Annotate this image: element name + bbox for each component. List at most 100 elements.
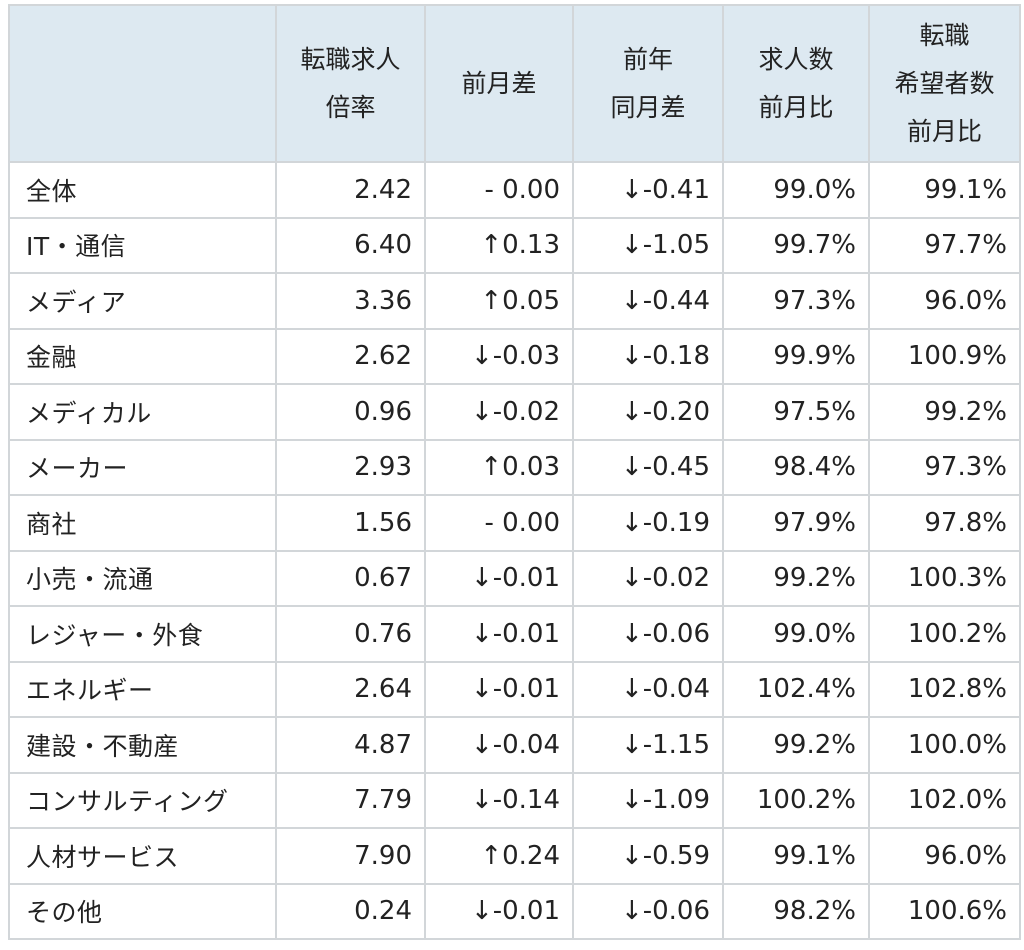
cell-seekers-mom: 100.2%: [868, 605, 1021, 663]
table-row: 金融 2.62 ↓-0.03 ↓-0.18 99.9% 100.9%: [8, 327, 1021, 385]
header-seekers-mom: 転職 希望者数 前月比: [868, 4, 1021, 163]
header-line: 前月比: [906, 116, 982, 146]
header-line: 前月差: [461, 68, 537, 98]
header-ratio: 転職求人 倍率: [275, 4, 426, 163]
cell-mom-diff: ↓-0.01: [424, 882, 574, 940]
table-row: 全体 2.42- 0.00 ↓-0.41 99.0% 99.1%: [8, 161, 1021, 219]
cell-jobs-mom: 99.1%: [722, 827, 870, 885]
cell-category: コンサルティング: [8, 771, 277, 829]
cell-ratio: 2.64: [275, 660, 426, 718]
cell-jobs-mom: 98.4%: [722, 438, 870, 496]
cell-ratio: 7.79: [275, 771, 426, 829]
cell-yoy-diff: ↓-0.59: [572, 827, 724, 885]
header-category: [8, 4, 277, 163]
cell-jobs-mom: 99.2%: [722, 716, 870, 774]
cell-ratio: 0.67: [275, 549, 426, 607]
cell-jobs-mom: 98.2%: [722, 882, 870, 940]
job-ratio-table: 転職求人 倍率 前月差 前年 同月差 求人数 前月比 転職 希望者数 前月比 全体 2.42- 0.…: [8, 4, 1021, 940]
cell-yoy-diff: ↓-1.15: [572, 716, 724, 774]
cell-ratio: 1.56: [275, 494, 426, 552]
cell-category: メーカー: [8, 438, 277, 496]
cell-yoy-diff: ↓-0.19: [572, 494, 724, 552]
table-row: IT・通信 6.40 ↑0.13 ↓-1.05 99.7% 97.7%: [8, 216, 1021, 274]
header-line: 転職求人: [300, 44, 401, 74]
header-jobs-mom: 求人数 前月比: [722, 4, 870, 163]
cell-yoy-diff: ↓-0.06: [572, 882, 724, 940]
header-mom-diff: 前月差: [424, 4, 574, 163]
table-row: 建設・不動産 4.87 ↓-0.04 ↓-1.15 99.2% 100.0%: [8, 716, 1021, 774]
cell-jobs-mom: 100.2%: [722, 771, 870, 829]
cell-ratio: 2.93: [275, 438, 426, 496]
cell-ratio: 0.24: [275, 882, 426, 940]
cell-mom-diff: ↓-0.01: [424, 605, 574, 663]
header-line: 前年: [622, 44, 673, 74]
cell-mom-diff: ↑0.05: [424, 272, 574, 330]
header-line: 希望者数: [894, 68, 995, 98]
cell-category: エネルギー: [8, 660, 277, 718]
header-line: 転職: [919, 20, 970, 50]
cell-category: 小売・流通: [8, 549, 277, 607]
cell-seekers-mom: 97.7%: [868, 216, 1021, 274]
cell-ratio: 3.36: [275, 272, 426, 330]
cell-category: 建設・不動産: [8, 716, 277, 774]
cell-jobs-mom: 102.4%: [722, 660, 870, 718]
cell-jobs-mom: 99.2%: [722, 549, 870, 607]
cell-ratio: 0.76: [275, 605, 426, 663]
header-line: 倍率: [325, 92, 376, 122]
cell-yoy-diff: ↓-0.04: [572, 660, 724, 718]
cell-seekers-mom: 100.6%: [868, 882, 1021, 940]
cell-seekers-mom: 102.0%: [868, 771, 1021, 829]
header-line: 前月比: [758, 92, 834, 122]
table-row: メーカー 2.93 ↑0.03 ↓-0.45 98.4% 97.3%: [8, 438, 1021, 496]
table-row: コンサルティング 7.79 ↓-0.14 ↓-1.09 100.2% 102.0%: [8, 771, 1021, 829]
table-row: その他 0.24 ↓-0.01 ↓-0.06 98.2% 100.6%: [8, 882, 1021, 940]
cell-jobs-mom: 97.9%: [722, 494, 870, 552]
cell-category: 人材サービス: [8, 827, 277, 885]
table-header: 転職求人 倍率 前月差 前年 同月差 求人数 前月比 転職 希望者数 前月比: [8, 4, 1021, 163]
cell-category: 商社: [8, 494, 277, 552]
cell-ratio: 0.96: [275, 383, 426, 441]
cell-jobs-mom: 99.7%: [722, 216, 870, 274]
cell-category: 金融: [8, 327, 277, 385]
cell-seekers-mom: 99.2%: [868, 383, 1021, 441]
cell-mom-diff: - 0.00: [424, 161, 574, 219]
table-row: メディカル 0.96 ↓-0.02 ↓-0.20 97.5% 99.2%: [8, 383, 1021, 441]
table-row: メディア 3.36 ↑0.05 ↓-0.44 97.3% 96.0%: [8, 272, 1021, 330]
table-row: エネルギー 2.64 ↓-0.01 ↓-0.04 102.4% 102.8%: [8, 660, 1021, 718]
cell-jobs-mom: 97.5%: [722, 383, 870, 441]
header-line: 求人数: [758, 44, 834, 74]
cell-yoy-diff: ↓-0.06: [572, 605, 724, 663]
cell-ratio: 6.40: [275, 216, 426, 274]
cell-mom-diff: ↓-0.14: [424, 771, 574, 829]
cell-category: メディア: [8, 272, 277, 330]
cell-ratio: 4.87: [275, 716, 426, 774]
cell-ratio: 2.62: [275, 327, 426, 385]
cell-jobs-mom: 99.0%: [722, 605, 870, 663]
cell-mom-diff: ↓-0.02: [424, 383, 574, 441]
cell-seekers-mom: 99.1%: [868, 161, 1021, 219]
cell-seekers-mom: 97.3%: [868, 438, 1021, 496]
cell-yoy-diff: ↓-0.44: [572, 272, 724, 330]
header-row: 転職求人 倍率 前月差 前年 同月差 求人数 前月比 転職 希望者数 前月比: [8, 4, 1021, 163]
cell-category: 全体: [8, 161, 277, 219]
cell-mom-diff: ↓-0.01: [424, 660, 574, 718]
cell-seekers-mom: 100.3%: [868, 549, 1021, 607]
cell-seekers-mom: 100.9%: [868, 327, 1021, 385]
header-yoy-diff: 前年 同月差: [572, 4, 724, 163]
cell-jobs-mom: 99.9%: [722, 327, 870, 385]
cell-yoy-diff: ↓-0.18: [572, 327, 724, 385]
cell-seekers-mom: 96.0%: [868, 272, 1021, 330]
cell-mom-diff: ↓-0.04: [424, 716, 574, 774]
header-line: 同月差: [610, 92, 686, 122]
table-row: 人材サービス 7.90 ↑0.24 ↓-0.59 99.1% 96.0%: [8, 827, 1021, 885]
cell-yoy-diff: ↓-0.20: [572, 383, 724, 441]
cell-seekers-mom: 97.8%: [868, 494, 1021, 552]
table-row: 商社 1.56- 0.00 ↓-0.19 97.9% 97.8%: [8, 494, 1021, 552]
cell-category: その他: [8, 882, 277, 940]
cell-yoy-diff: ↓-0.45: [572, 438, 724, 496]
table-body: 全体 2.42- 0.00 ↓-0.41 99.0% 99.1% IT・通信 6.40 ↑0.…: [8, 161, 1021, 940]
cell-category: IT・通信: [8, 216, 277, 274]
cell-seekers-mom: 102.8%: [868, 660, 1021, 718]
cell-jobs-mom: 99.0%: [722, 161, 870, 219]
cell-category: レジャー・外食: [8, 605, 277, 663]
